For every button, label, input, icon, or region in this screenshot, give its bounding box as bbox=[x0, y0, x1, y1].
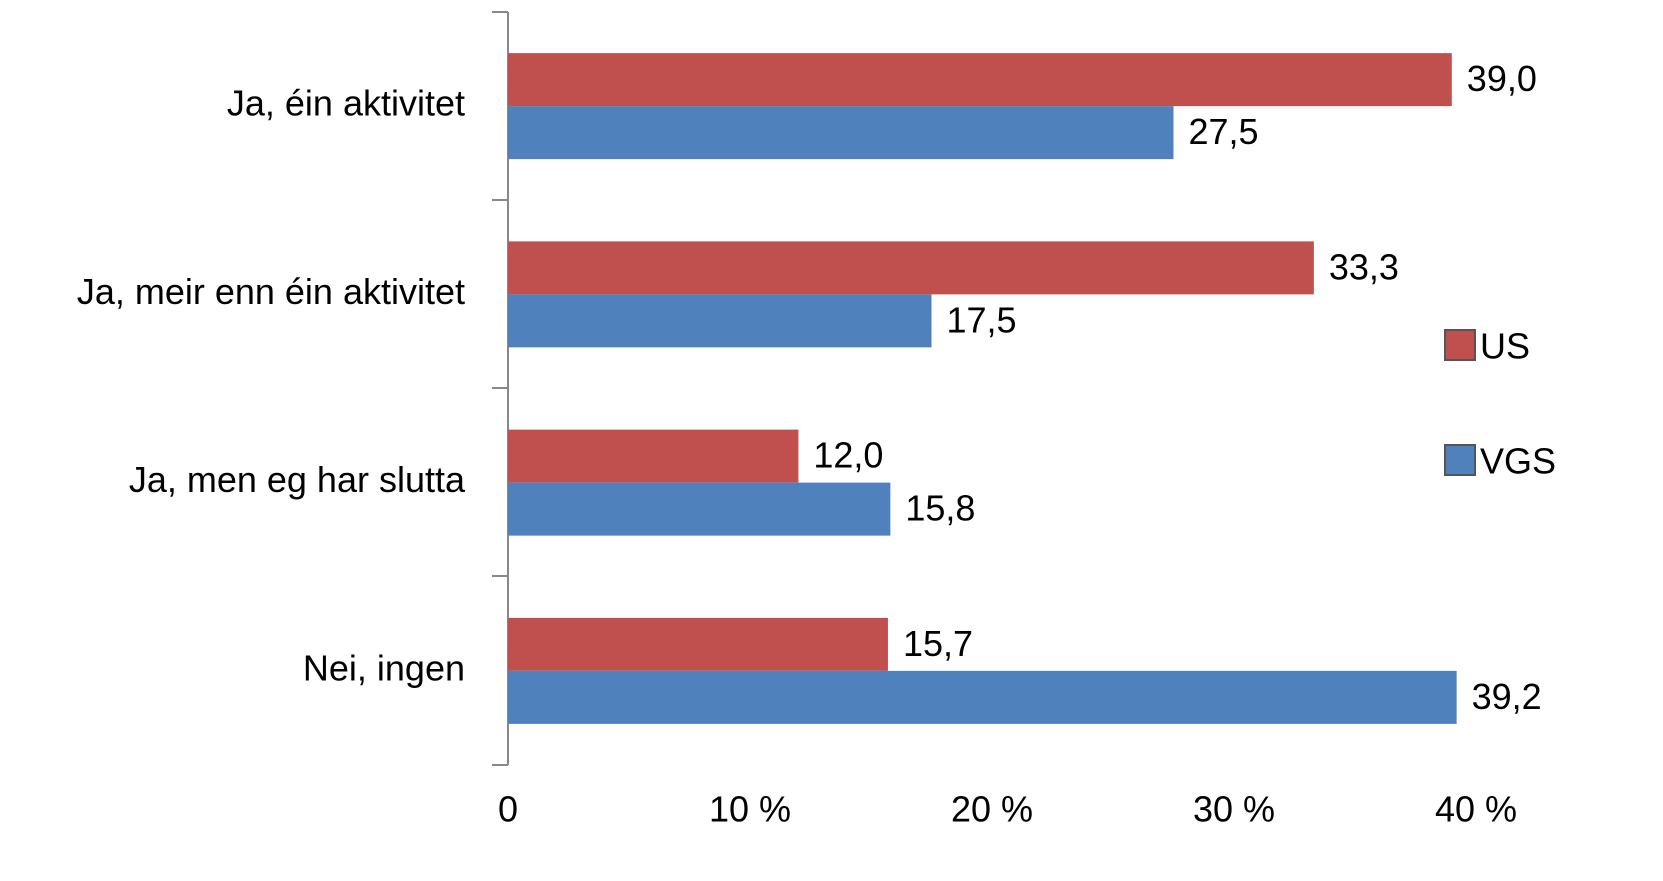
data-label: 33,3 bbox=[1329, 246, 1399, 287]
data-label: 15,8 bbox=[905, 488, 975, 529]
x-tick-label: 30 % bbox=[1193, 789, 1275, 830]
bar bbox=[508, 106, 1174, 160]
data-label: 39,0 bbox=[1467, 58, 1537, 99]
data-label: 39,2 bbox=[1472, 676, 1542, 717]
y-tick-label: Ja, men eg har slutta bbox=[129, 459, 466, 500]
bar bbox=[508, 53, 1452, 107]
legend-label: VGS bbox=[1480, 441, 1556, 482]
data-label: 27,5 bbox=[1189, 111, 1259, 152]
bar bbox=[508, 241, 1314, 295]
y-tick-label: Ja, éin aktivitet bbox=[227, 83, 465, 124]
data-label: 17,5 bbox=[947, 299, 1017, 340]
bar bbox=[508, 670, 1457, 724]
legend-swatch bbox=[1444, 329, 1476, 361]
x-tick-label: 20 % bbox=[951, 789, 1033, 830]
y-tick-label: Ja, meir enn éin aktivitet bbox=[77, 271, 465, 312]
bar bbox=[508, 617, 888, 671]
y-axis-ticks bbox=[492, 11, 508, 766]
data-label: 15,7 bbox=[903, 623, 973, 664]
bar bbox=[508, 429, 799, 483]
legend-swatch bbox=[1444, 444, 1476, 476]
x-tick-label: 40 % bbox=[1435, 789, 1517, 830]
x-tick-label: 0 bbox=[498, 789, 518, 830]
bar bbox=[508, 294, 932, 348]
data-label: 12,0 bbox=[813, 435, 883, 476]
bar bbox=[508, 482, 891, 536]
y-tick-label: Nei, ingen bbox=[303, 647, 465, 688]
legend-label: US bbox=[1480, 326, 1530, 367]
x-tick-label: 10 % bbox=[709, 789, 791, 830]
